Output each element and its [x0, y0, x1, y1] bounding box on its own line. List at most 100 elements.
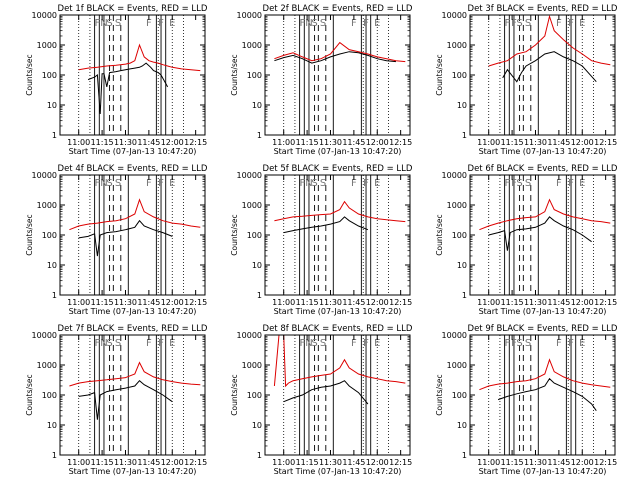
y-tick-label: 1000: [447, 361, 467, 370]
y-tick-label: 1: [257, 291, 262, 300]
event-marker-label: E: [374, 18, 380, 29]
panel-title: Det 1f BLACK = Events, RED = LLD: [58, 4, 208, 14]
x-tick-label: 11:15: [501, 298, 524, 307]
events-series-line: [283, 216, 369, 234]
x-axis-label: Start Time (07-Jan-13 10:47:20): [274, 307, 402, 316]
y-tick-label: 10: [457, 101, 467, 110]
x-tick-label: 11:00: [67, 138, 90, 147]
x-tick-label: 11:45: [547, 458, 570, 467]
y-tick-label: 10: [457, 421, 467, 430]
event-marker-label: F: [556, 338, 562, 349]
y-axis-label: Counts/sec: [230, 214, 239, 255]
x-tick-label: 11:45: [547, 298, 570, 307]
event-marker-label: S: [525, 338, 531, 349]
x-tick-label: 11:45: [342, 298, 365, 307]
event-marker-label: F: [351, 178, 357, 189]
x-tick-label: 12:00: [571, 138, 594, 147]
x-tick-label: 11:00: [477, 298, 500, 307]
panel-title: Det 9f BLACK = Events, RED = LLD: [468, 324, 618, 334]
y-tick-label: 10000: [442, 331, 467, 340]
lld-series-line: [273, 334, 406, 388]
y-tick-label: 10000: [442, 171, 467, 180]
x-tick-label: 11:00: [67, 458, 90, 467]
y-tick-label: 1000: [37, 201, 57, 210]
lld-series-line: [69, 361, 201, 387]
y-tick-label: 100: [452, 231, 467, 240]
y-tick-label: 100: [42, 71, 57, 80]
lld-series-line: [479, 198, 611, 231]
event-marker-label: N: [305, 178, 312, 189]
x-tick-label: 12:15: [184, 298, 207, 307]
event-marker-label: N: [100, 18, 107, 29]
event-marker-label: S: [311, 178, 317, 189]
x-axis-label: Start Time (07-Jan-13 10:47:20): [69, 307, 197, 316]
lld-series-line: [78, 43, 201, 72]
y-tick-label: 100: [42, 391, 57, 400]
y-tick-label: 1: [462, 451, 467, 460]
panel-title: Det 5f BLACK = Events, RED = LLD: [263, 164, 413, 174]
y-tick-label: 1: [257, 131, 262, 140]
event-marker-label: F: [158, 338, 164, 349]
event-marker-label: E: [579, 338, 585, 349]
x-tick-label: 11:45: [342, 458, 365, 467]
event-marker-label: F: [300, 338, 306, 349]
y-tick-label: 10: [47, 421, 57, 430]
y-tick-label: 1000: [447, 201, 467, 210]
event-marker-label: F: [363, 178, 369, 189]
event-marker-label: S: [115, 338, 121, 349]
event-marker-label: S: [311, 18, 317, 29]
y-tick-label: 100: [452, 391, 467, 400]
x-tick-label: 11:00: [67, 298, 90, 307]
event-marker-label: F: [511, 338, 517, 349]
x-axis-label: Start Time (07-Jan-13 10:47:20): [274, 147, 402, 156]
event-marker-label: F: [146, 178, 152, 189]
event-marker-label: S: [115, 18, 121, 29]
x-tick-label: 11:15: [296, 138, 319, 147]
y-tick-label: 10: [47, 261, 57, 270]
event-marker-label: F: [556, 178, 562, 189]
y-tick-label: 1000: [242, 41, 262, 50]
events-series-line: [87, 62, 169, 115]
event-marker-label: S: [115, 178, 121, 189]
event-marker-label: E: [169, 178, 175, 189]
event-marker-label: F: [95, 18, 101, 29]
y-tick-label: 10000: [442, 11, 467, 20]
x-tick-label: 12:15: [389, 138, 412, 147]
x-tick-label: 11:15: [91, 298, 114, 307]
y-tick-label: 1000: [37, 41, 57, 50]
event-marker-label: F: [511, 18, 517, 29]
x-tick-label: 12:00: [161, 298, 184, 307]
event-marker-label: S: [525, 18, 531, 29]
y-axis-label: Counts/sec: [230, 374, 239, 415]
y-tick-label: 100: [247, 231, 262, 240]
x-tick-label: 11:15: [501, 138, 524, 147]
x-tick-label: 12:15: [184, 138, 207, 147]
x-tick-label: 11:30: [114, 458, 137, 467]
x-tick-label: 12:00: [161, 138, 184, 147]
y-tick-label: 10: [252, 421, 262, 430]
y-tick-label: 10000: [237, 331, 262, 340]
event-marker-label: F: [158, 18, 164, 29]
panel-title: Det 2f BLACK = Events, RED = LLD: [263, 4, 413, 14]
event-marker-label: S: [106, 338, 112, 349]
event-marker-label: F: [146, 18, 152, 29]
x-tick-label: 12:00: [366, 458, 389, 467]
event-marker-label: F: [300, 18, 306, 29]
x-tick-label: 11:15: [296, 458, 319, 467]
x-axis-label: Start Time (07-Jan-13 10:47:20): [274, 467, 402, 476]
event-marker-label: S: [516, 338, 522, 349]
x-tick-label: 11:00: [272, 458, 295, 467]
x-tick-label: 11:45: [137, 298, 160, 307]
x-tick-label: 12:00: [571, 458, 594, 467]
panel-title: Det 7f BLACK = Events, RED = LLD: [58, 324, 208, 334]
x-tick-label: 11:30: [319, 458, 342, 467]
event-marker-label: F: [511, 178, 517, 189]
x-tick-label: 12:15: [594, 298, 617, 307]
x-axis-label: Start Time (07-Jan-13 10:47:20): [69, 147, 197, 156]
y-tick-label: 100: [42, 231, 57, 240]
y-tick-label: 1: [52, 291, 57, 300]
y-tick-label: 1000: [242, 201, 262, 210]
event-marker-label: F: [158, 178, 164, 189]
